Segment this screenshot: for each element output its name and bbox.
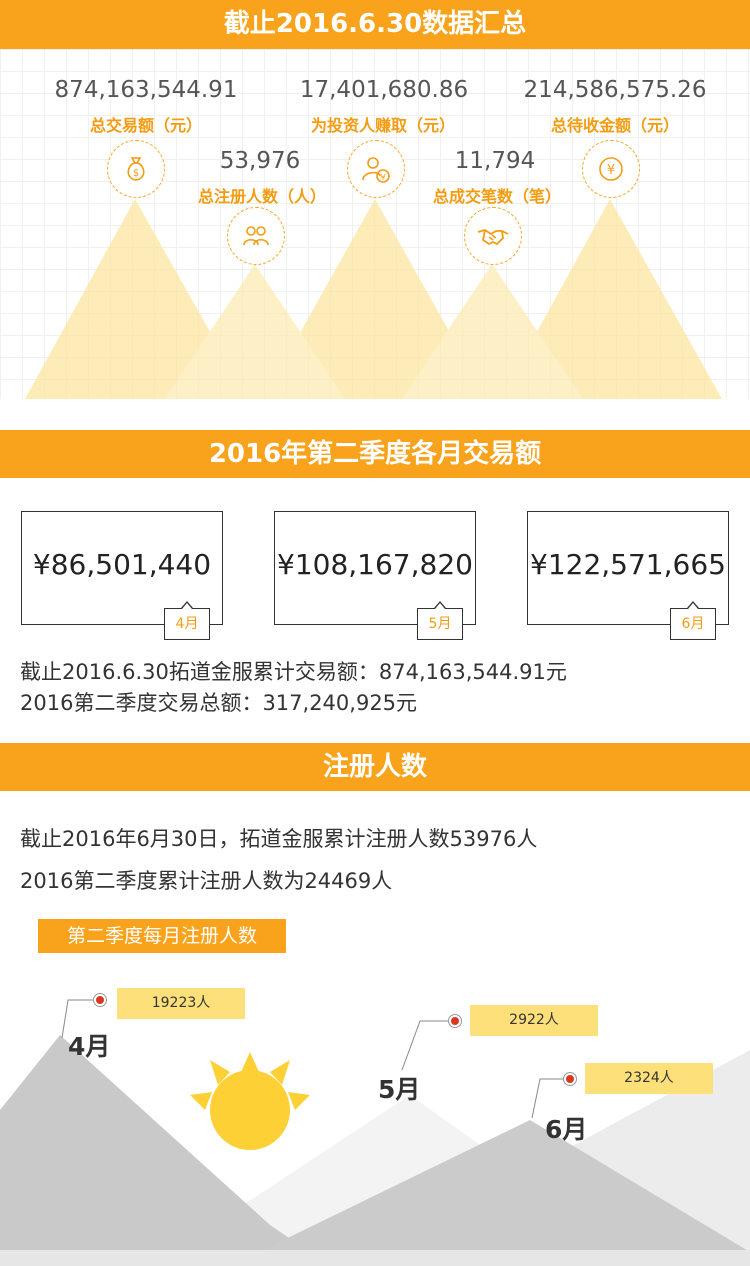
quarter-banner: 2016年第二季度各月交易额 — [0, 430, 750, 478]
svg-text:¥: ¥ — [607, 163, 615, 178]
registration-cumulative-text: 截止2016年6月30日，拓道金服累计注册人数53976人 — [20, 827, 538, 851]
quarter-total-text: 2016第二季度交易总额：317,240,925元 — [20, 691, 418, 715]
registration-title: 注册人数 — [322, 752, 427, 782]
handshake-icon — [477, 229, 509, 246]
month-tag: 6月 — [670, 601, 716, 640]
svg-text:$: $ — [133, 168, 139, 179]
users-icon — [243, 226, 269, 246]
quarter-title: 2016年第二季度各月交易额 — [208, 439, 542, 469]
stat-registered-label: 总注册人数（人） — [197, 187, 327, 206]
stat-pending-label: 总待收金额（元） — [550, 116, 680, 135]
triangle-total-volume — [25, 199, 248, 399]
april-registrations: 19223人 — [117, 988, 245, 1019]
april-label: 4月 — [68, 1032, 111, 1061]
triangle-registered — [165, 264, 345, 399]
stat-pending-value: 214,586,575.26 — [523, 77, 707, 103]
may-registrations: 2922人 — [470, 1005, 598, 1036]
stat-total-volume-label: 总交易额（元） — [89, 116, 203, 135]
june-label: 6月 — [545, 1115, 588, 1144]
month-tag: 4月 — [164, 601, 210, 640]
month-card-may: ¥108,167,820 5月 — [274, 511, 476, 640]
svg-text:¥: ¥ — [380, 173, 385, 182]
month-amount: ¥122,571,665 — [530, 548, 726, 581]
april-marker-dot — [94, 994, 106, 1006]
summary-mountains — [25, 199, 722, 399]
may-label: 5月 — [378, 1075, 421, 1104]
triangle-deals — [402, 264, 583, 399]
month-amount: ¥86,501,440 — [32, 548, 212, 581]
stat-registered-value: 53,976 — [219, 148, 301, 174]
stat-total-volume-value: 874,163,544.91 — [54, 77, 238, 103]
summary-title: 截止2016.6.30数据汇总 — [223, 9, 527, 39]
registration-quarter-text: 2016第二季度累计注册人数为24469人 — [20, 869, 393, 893]
stat-registered-badge — [227, 207, 285, 265]
yen-coin-icon: ¥ — [599, 157, 623, 181]
triangle-investor-earnings — [263, 199, 487, 399]
may-marker-dot — [449, 1015, 461, 1027]
investor-yen-icon: ¥ — [362, 157, 390, 183]
month-card-june: ¥122,571,665 6月 — [527, 511, 729, 640]
summary-banner: 截止2016.6.30数据汇总 — [0, 0, 750, 49]
month-amount: ¥108,167,820 — [277, 548, 473, 581]
stat-deals-value: 11,794 — [454, 148, 536, 174]
registration-subtitle: 第二季度每月注册人数 — [38, 919, 286, 953]
quarter-cumulative-text: 截止2016.6.30拓道金服累计交易额：874,163,544.91元 — [20, 660, 567, 684]
stat-pending-badge: ¥ — [582, 140, 640, 198]
triangle-pending — [500, 199, 722, 399]
june-marker-dot — [564, 1073, 576, 1085]
stat-total-volume-badge: $ — [107, 140, 165, 198]
sun-illustration — [190, 1052, 310, 1150]
registration-landscape — [0, 999, 750, 1266]
june-registrations: 2324人 — [585, 1063, 713, 1094]
month-card-april: ¥86,501,440 4月 — [21, 511, 223, 640]
stat-investor-earnings-badge: ¥ — [347, 140, 405, 198]
stat-deals-badge — [464, 207, 522, 265]
money-bag-icon: $ — [127, 157, 145, 181]
month-tag: 5月 — [417, 601, 463, 640]
registration-banner: 注册人数 — [0, 743, 750, 791]
stat-investor-earnings-value: 17,401,680.86 — [299, 77, 469, 103]
stat-investor-earnings-label: 为投资人赚取（元） — [310, 116, 456, 135]
stat-deals-label: 总成交笔数（笔） — [432, 187, 562, 206]
